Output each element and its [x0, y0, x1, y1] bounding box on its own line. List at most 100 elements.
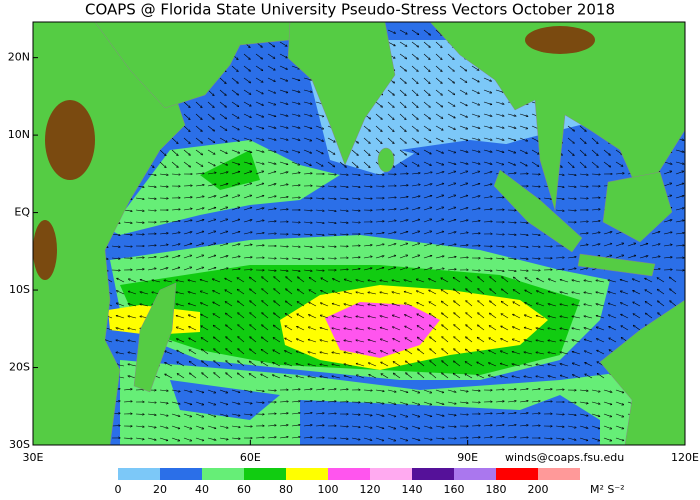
- vector: [675, 220, 684, 223]
- vector: [375, 137, 382, 143]
- vector: [663, 220, 672, 223]
- vector: [135, 222, 144, 223]
- vector: [195, 231, 204, 235]
- vector: [243, 137, 252, 141]
- vector: [399, 255, 408, 259]
- vector: [471, 65, 479, 70]
- vector: [435, 183, 444, 187]
- vector: [279, 125, 288, 128]
- vector: [195, 267, 204, 271]
- vector: [225, 278, 233, 283]
- vector: [531, 161, 539, 166]
- vector: [315, 198, 324, 199]
- vector: [303, 245, 312, 247]
- vector: [411, 161, 419, 166]
- vector: [207, 184, 216, 187]
- vector: [519, 245, 528, 247]
- vector: [363, 233, 372, 234]
- vector: [423, 161, 431, 165]
- vector: [483, 172, 492, 175]
- colorbar-label: 120: [360, 483, 381, 496]
- vector: [267, 270, 276, 271]
- vector: [423, 184, 432, 187]
- vector: [423, 243, 432, 247]
- vector: [483, 209, 492, 210]
- vector: [250, 289, 257, 295]
- vector: [159, 149, 166, 155]
- vector: [356, 292, 365, 295]
- vector: [399, 125, 406, 131]
- vector: [195, 220, 204, 223]
- vector: [255, 89, 263, 94]
- vector: [651, 232, 660, 235]
- vector: [315, 270, 324, 271]
- vector: [339, 174, 348, 175]
- colorbar-label: 80: [279, 483, 293, 496]
- vector: [560, 280, 569, 283]
- vector: [231, 183, 240, 187]
- vector: [555, 210, 564, 211]
- vector: [195, 125, 202, 131]
- vector: [327, 174, 336, 175]
- vector: [368, 304, 377, 307]
- vector: [531, 258, 540, 259]
- vector: [255, 220, 264, 223]
- vector: [399, 41, 407, 46]
- vector: [495, 137, 504, 140]
- vector: [243, 220, 252, 223]
- vector: [507, 125, 516, 128]
- vector: [663, 257, 672, 258]
- vector: [392, 280, 401, 283]
- vector: [279, 270, 288, 271]
- vector: [399, 185, 408, 186]
- vector: [231, 269, 240, 271]
- vector: [483, 270, 492, 271]
- vector: [417, 291, 425, 295]
- vector: [633, 279, 641, 283]
- vector: [219, 161, 227, 165]
- vector: [459, 77, 467, 82]
- vector: [291, 89, 300, 92]
- vector: [297, 302, 305, 307]
- vector: [543, 197, 552, 199]
- vector: [466, 289, 473, 295]
- vector: [231, 137, 239, 141]
- vector: [291, 149, 300, 153]
- y-tick-label: 10S: [9, 283, 30, 296]
- vector: [183, 113, 190, 119]
- vector: [368, 280, 377, 283]
- vector: [620, 280, 629, 283]
- vector: [447, 232, 456, 235]
- vector: [459, 89, 467, 94]
- vector: [255, 137, 264, 140]
- vector: [447, 53, 454, 59]
- vector: [471, 196, 480, 199]
- vector: [459, 171, 468, 175]
- vector: [567, 137, 574, 143]
- vector: [447, 65, 454, 71]
- vector: [250, 277, 257, 283]
- vector: [483, 221, 492, 222]
- vector: [243, 195, 252, 199]
- vector: [363, 245, 372, 246]
- vector: [495, 269, 504, 271]
- colorbar-box: [202, 468, 244, 480]
- vector: [267, 125, 276, 128]
- vector: [183, 161, 190, 167]
- vector: [483, 137, 492, 140]
- vector: [459, 208, 468, 211]
- vector: [423, 125, 431, 131]
- vector: [423, 89, 430, 95]
- vector: [176, 292, 185, 295]
- vector: [423, 77, 430, 83]
- vector: [279, 172, 288, 175]
- vector: [176, 280, 185, 283]
- vector: [375, 221, 384, 222]
- vector: [363, 174, 372, 175]
- vector: [507, 257, 516, 259]
- vector: [279, 246, 288, 247]
- vector: [459, 101, 467, 106]
- colorbar-label: 20: [153, 483, 167, 496]
- vector: [171, 209, 180, 210]
- vector: [387, 125, 394, 131]
